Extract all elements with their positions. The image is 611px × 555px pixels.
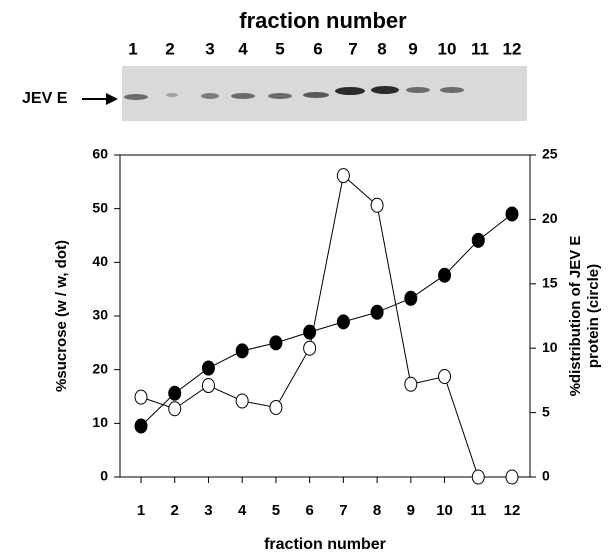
filled-dot	[471, 232, 485, 248]
lane-label: 9	[408, 39, 417, 58]
series-line	[140, 174, 512, 478]
x-tick-label: 9	[407, 502, 415, 519]
open-circle	[404, 376, 418, 392]
open-circle	[438, 369, 452, 385]
open-circle	[505, 469, 519, 485]
x-tick-label: 3	[204, 502, 212, 519]
y-tick-label: 60	[92, 146, 108, 162]
y2-tick-label: 15	[542, 275, 558, 291]
y-tick-label: 10	[92, 414, 108, 430]
y2-tick-label: 25	[542, 146, 558, 162]
plot-frame	[119, 154, 531, 478]
filled-dot	[235, 343, 249, 359]
x-tick-label: 7	[339, 502, 347, 519]
open-circle	[269, 399, 283, 415]
x-axis-label: fraction number	[264, 536, 386, 553]
open-circle	[336, 168, 350, 184]
series-line	[140, 213, 513, 427]
filled-dot	[438, 267, 452, 283]
y2-axis-label: %distribution of JEV E	[567, 236, 584, 397]
lane-label: 8	[377, 39, 386, 58]
x-tick-label: 11	[470, 502, 486, 519]
y-axis-label: %sucrose (w / w, dot)	[53, 240, 70, 392]
filled-dot	[201, 360, 215, 376]
x-tick-label: 1	[137, 502, 145, 519]
y2-tick-label: 5	[542, 403, 550, 419]
y-tick-label: 50	[92, 199, 108, 215]
open-circle	[370, 197, 384, 213]
blot-title: fraction number	[239, 8, 407, 33]
lane-label: 7	[348, 39, 357, 58]
blot-bands	[124, 86, 464, 100]
lane-label: 10	[438, 39, 457, 58]
open-circle	[303, 340, 317, 356]
filled-dot	[370, 304, 384, 320]
filled-dot	[303, 324, 317, 340]
open-circle	[235, 393, 249, 409]
y2-tick-label: 20	[542, 210, 558, 226]
open-circle	[134, 389, 148, 405]
y-tick-label: 40	[92, 253, 108, 269]
y2-tick-label: 0	[542, 468, 550, 484]
y-tick-label: 30	[92, 307, 108, 323]
x-tick-label: 10	[436, 502, 453, 519]
filled-dot	[336, 314, 350, 330]
lane-label: 3	[205, 39, 214, 58]
arrow	[82, 93, 118, 105]
y-tick-label: 0	[100, 468, 108, 484]
filled-dot	[404, 290, 418, 306]
lane-label: 1	[128, 39, 137, 58]
open-circle	[201, 378, 215, 394]
lane-label: 5	[275, 39, 284, 58]
filled-dot	[168, 385, 182, 401]
filled-dot	[505, 206, 519, 222]
x-tick-label: 6	[305, 502, 313, 519]
y2-tick-label: 10	[542, 339, 558, 355]
filled-dot	[269, 335, 283, 351]
lane-label: 12	[503, 39, 522, 58]
lane-label: 4	[238, 39, 248, 58]
y-tick-label: 20	[92, 360, 108, 376]
lane-label: 11	[471, 39, 489, 58]
lane-label: 2	[165, 39, 174, 58]
open-circle	[168, 401, 182, 417]
x-tick-label: 12	[504, 502, 521, 519]
x-tick-label: 2	[171, 502, 179, 519]
open-circle	[471, 469, 485, 485]
y2-axis-label: protein (circle)	[585, 264, 602, 368]
x-tick-label: 8	[373, 502, 381, 519]
x-tick-label: 5	[272, 502, 280, 519]
blot-label: JEV E	[22, 90, 68, 107]
filled-dot	[134, 418, 148, 434]
lane-label: 6	[313, 39, 322, 58]
lane-labels: 1 2 3 4 5 6 7 8 9 10 11 12	[128, 39, 521, 58]
x-tick-label: 4	[238, 502, 247, 519]
